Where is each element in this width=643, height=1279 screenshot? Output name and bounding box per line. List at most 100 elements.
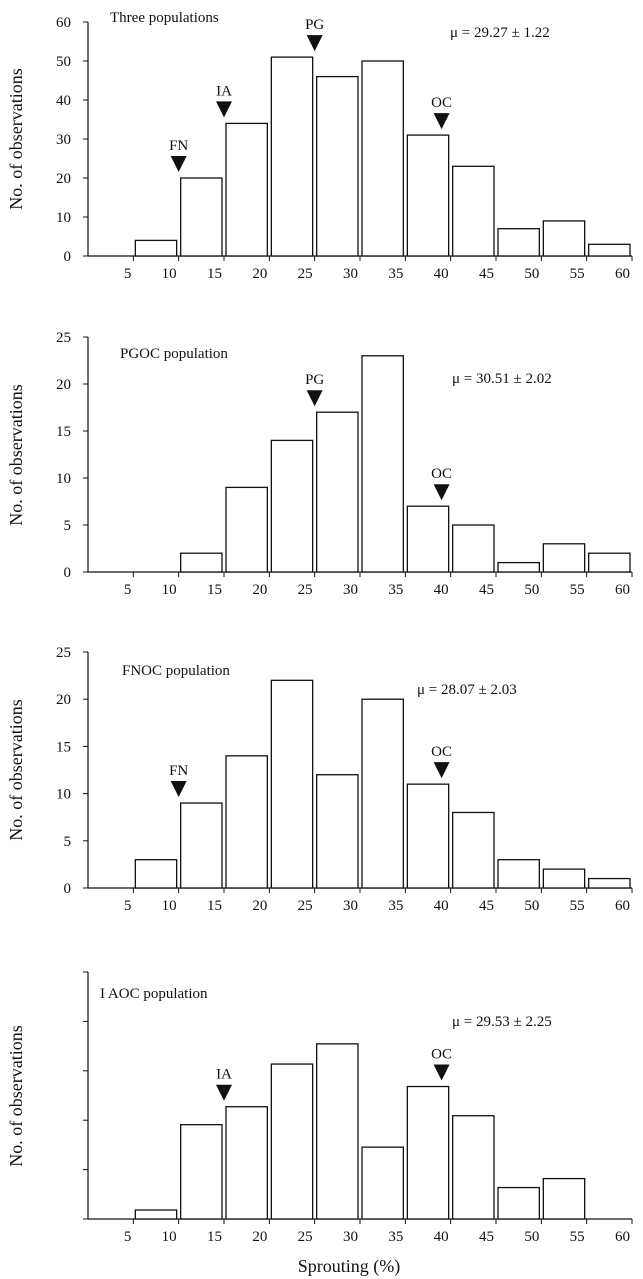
x-tick-label: 25: [298, 1229, 313, 1245]
x-tick-label: 25: [298, 898, 313, 914]
y-tick-label: 10: [56, 787, 71, 803]
y-axis-label: No. of observations: [6, 1025, 26, 1166]
x-tick-label: 60: [615, 266, 630, 282]
histogram-bar: [134, 859, 178, 889]
x-tick-label: 20: [252, 266, 267, 282]
marker-label: PG: [305, 372, 324, 388]
x-tick-label: 50: [524, 898, 539, 914]
y-tick-label: 10: [56, 210, 71, 226]
marker-label: OC: [431, 466, 452, 482]
marker-arrow: [433, 484, 450, 501]
histogram-bar: [361, 355, 404, 573]
x-tick-label: 40: [434, 1229, 449, 1245]
x-tick-label: 45: [479, 582, 494, 598]
histogram-bar: [316, 1043, 359, 1220]
x-tick-label: 35: [388, 898, 403, 914]
x-tick-label: 15: [207, 898, 222, 914]
x-tick-label: 55: [570, 582, 585, 598]
y-axis-label: No. of observations: [6, 384, 26, 525]
histogram-bar: [497, 859, 540, 889]
y-tick-label: 15: [56, 739, 71, 755]
x-tick-label: 60: [615, 1229, 630, 1245]
y-tick-label: 10: [56, 471, 71, 487]
histogram-bar: [270, 1063, 314, 1220]
x-tick-label: 15: [207, 266, 222, 282]
x-tick-label: 55: [570, 898, 585, 914]
x-tick-label: 40: [434, 898, 449, 914]
marker-arrow: [433, 113, 450, 130]
x-tick-label: 10: [162, 1229, 177, 1245]
x-tick-label: 40: [434, 582, 449, 598]
x-tick-label: 5: [124, 582, 132, 598]
y-tick-label: 40: [56, 93, 71, 109]
y-tick-label: 0: [64, 881, 72, 897]
y-tick-label: 15: [56, 424, 71, 440]
histogram-bar: [406, 505, 450, 573]
x-tick-label: 60: [615, 898, 630, 914]
x-tick-label: 5: [124, 1229, 132, 1245]
x-tick-label: 20: [252, 1229, 267, 1245]
marker-label: PG: [305, 17, 324, 33]
x-tick-label: 50: [524, 582, 539, 598]
y-tick-label: 20: [56, 171, 71, 187]
histogram-bar: [497, 228, 540, 257]
y-tick-label: 25: [56, 645, 71, 661]
histogram-bar: [452, 1115, 495, 1220]
y-tick-label: 20: [56, 377, 71, 393]
x-tick-label: 10: [162, 582, 177, 598]
marker-label: IA: [216, 1067, 232, 1083]
histogram-bar: [270, 439, 314, 573]
histogram-bar: [542, 1177, 586, 1220]
histogram-bar: [452, 524, 495, 573]
histogram-bar: [180, 1124, 223, 1220]
x-tick-label: 20: [252, 582, 267, 598]
x-tick-label: 50: [524, 266, 539, 282]
histogram-bar: [180, 177, 223, 257]
y-tick-label: 50: [56, 54, 71, 70]
x-tick-label: 35: [388, 582, 403, 598]
x-tick-label: 55: [570, 266, 585, 282]
histogram-bar: [588, 552, 631, 573]
mean-annotation: μ = 29.53 ± 2.25: [452, 1014, 552, 1030]
y-tick-label: 5: [64, 834, 72, 850]
x-tick-label: 15: [207, 582, 222, 598]
histogram-bar: [542, 868, 586, 889]
x-tick-label: 5: [124, 898, 132, 914]
x-tick-label: 10: [162, 266, 177, 282]
panel-title: Three populations: [110, 10, 219, 26]
histogram-bar: [361, 60, 404, 257]
marker-label: FN: [169, 138, 188, 154]
histogram-panel-1: 0 10 20 30 40 50 60 5 10 15 20 25 30 35 40 45 50 55 60 FN IA…: [6, 10, 633, 282]
histogram-bar: [497, 561, 540, 573]
histogram-bar: [316, 411, 359, 573]
x-tick-label: 45: [479, 1229, 494, 1245]
histogram-bar: [134, 1209, 178, 1220]
marker-arrow: [216, 1084, 232, 1101]
histogram-bar: [225, 122, 268, 257]
histogram-bar: [452, 811, 495, 889]
x-tick-label: 55: [570, 1229, 585, 1245]
histogram-bar: [406, 1085, 450, 1220]
marker-arrow: [433, 762, 450, 779]
histogram-bar: [542, 543, 586, 573]
y-tick-label: 30: [56, 132, 71, 148]
x-tick-label: 25: [298, 582, 313, 598]
marker-arrow: [170, 781, 187, 798]
y-tick-label: 0: [64, 565, 72, 581]
x-tick-label: 30: [343, 898, 358, 914]
histogram-bar: [134, 239, 178, 257]
x-axis-label: Sprouting (%): [298, 1256, 401, 1277]
marker-arrow: [433, 1064, 450, 1081]
mean-annotation: μ = 29.27 ± 1.22: [450, 25, 550, 41]
x-tick-label: 30: [343, 582, 358, 598]
histogram-bar: [180, 802, 223, 889]
histogram-bar: [588, 877, 631, 889]
mean-annotation: μ = 28.07 ± 2.03: [417, 682, 517, 698]
x-tick-label: 35: [388, 266, 403, 282]
marker-label: IA: [216, 83, 232, 99]
x-tick-label: 30: [343, 266, 358, 282]
histogram-bar: [270, 679, 314, 889]
x-tick-label: 50: [524, 1229, 539, 1245]
panel-title: PGOC population: [120, 346, 228, 362]
